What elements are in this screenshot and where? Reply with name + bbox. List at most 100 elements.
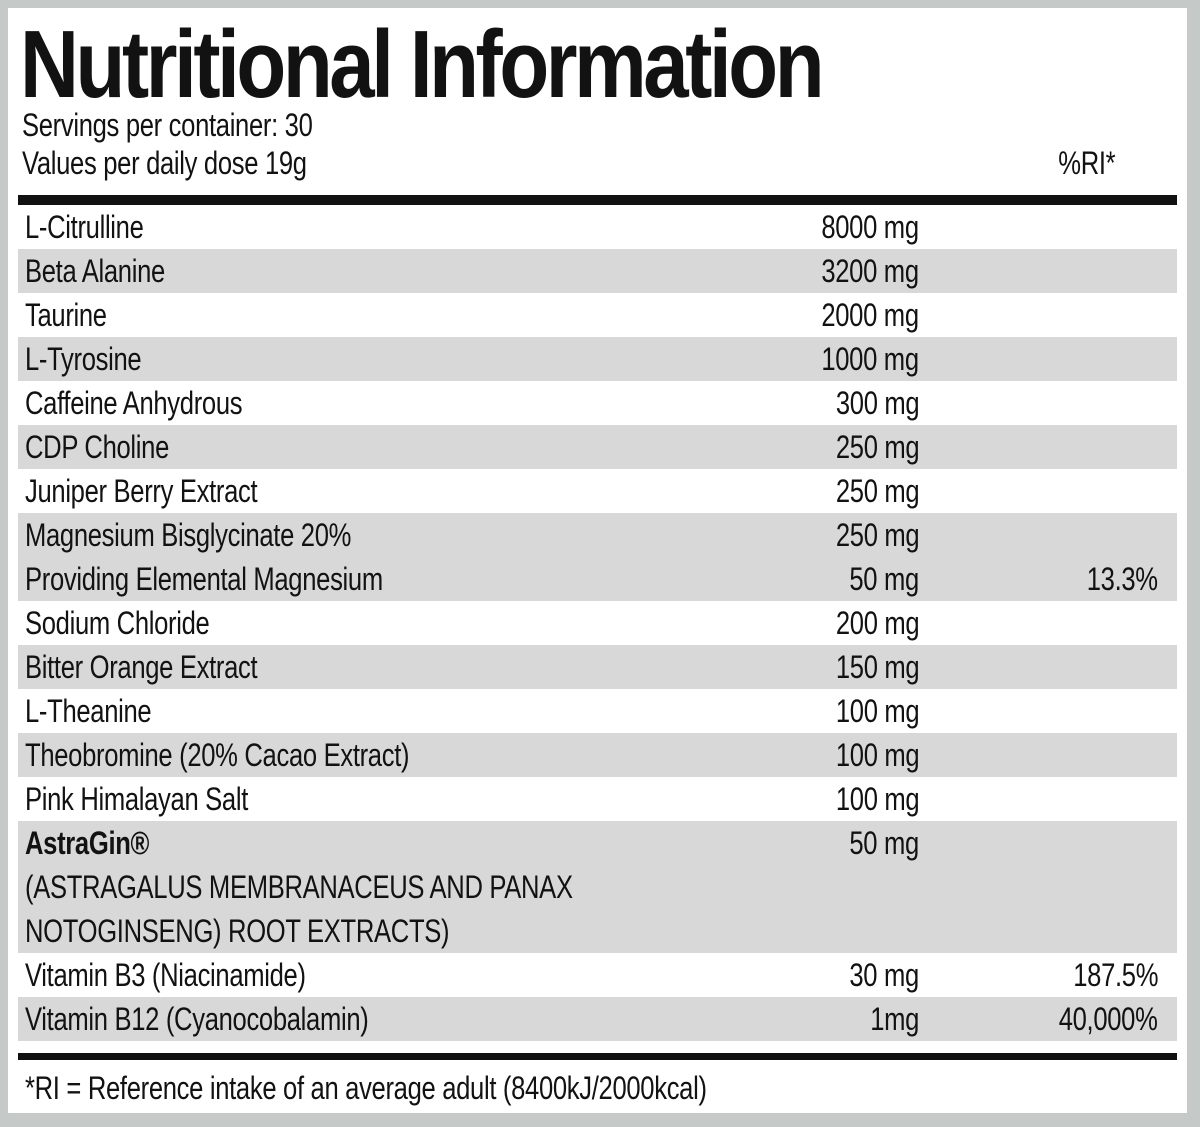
ingredient-name: Pink Himalayan Salt [25,780,248,817]
ingredient-ri-value: 187.5% [1073,956,1158,993]
ri-column-header: %RI* [1057,145,1115,181]
ingredient-amount: 250 mg [835,516,920,553]
table-row: Pink Himalayan Salt 100 mg [18,777,1177,821]
servings-line: Servings per container: 30 [18,106,1177,144]
ingredient-name: Providing Elemental Magnesium [25,560,383,597]
ingredient-rows: L-Citrulline 8000 mg Beta Alanine 3200 mg Ta… [18,205,1177,1041]
ingredient-amount-cell: 100 mg [729,780,920,818]
footnote-text: *RI = Reference intake of an average adu… [25,1070,707,1106]
ingredient-subline-text: (ASTRAGALUS MEMBRANACEUS AND PANAX [25,868,573,905]
ingredient-subline: NOTOGINSENG) ROOT EXTRACTS) [18,909,1177,953]
ingredient-ri-cell [919,253,1177,290]
ingredient-amount: 50 mg [849,824,919,861]
table-row: L-Theanine 100 mg [18,689,1177,733]
table-row: Caffeine Anhydrous 300 mg [18,381,1177,425]
ingredient-ri-cell [919,517,1177,554]
ingredient-ri-cell [919,737,1177,774]
ingredient-amount: 2000 mg [821,296,920,333]
ingredient-name-cell: L-Tyrosine [18,341,729,378]
table-row: Magnesium Bisglycinate 20% 250 mg [18,513,1177,557]
ingredient-amount-cell: 50 mg [729,561,919,598]
table-row-main-line: Vitamin B12 (Cyanocobalamin) 1mg 40,000% [18,997,1177,1041]
ingredient-ri-cell: 40,000% [919,1001,1177,1038]
ingredient-ri-cell [919,605,1177,642]
table-row: Theobromine (20% Cacao Extract) 100 mg [18,733,1177,777]
reference-intake-footnote: *RI = Reference intake of an average adu… [18,1068,1177,1108]
table-row: Providing Elemental Magnesium 50 mg 13.3% [18,557,1177,601]
ingredient-amount: 150 mg [835,648,920,685]
table-row: Juniper Berry Extract 250 mg [18,469,1177,513]
ingredient-amount-cell: 8000 mg [729,208,920,246]
table-row-main-line: Juniper Berry Extract 250 mg [18,469,1177,513]
ingredient-name-cell: Sodium Chloride [18,605,729,642]
ingredient-amount-cell: 3200 mg [729,253,920,290]
ingredient-amount: 100 mg [835,692,920,729]
table-row-main-line: Bitter Orange Extract 150 mg [18,645,1177,689]
table-row-main-line: Pink Himalayan Salt 100 mg [18,777,1177,821]
table-row: Vitamin B3 (Niacinamide) 30 mg 187.5% [18,953,1177,997]
ingredient-amount: 200 mg [835,604,920,641]
ingredient-amount: 30 mg [849,956,919,993]
ingredient-ri-cell [919,297,1177,334]
ingredient-name-cell: Providing Elemental Magnesium [18,561,729,598]
ingredient-subline-text: NOTOGINSENG) ROOT EXTRACTS) [25,912,450,949]
ingredient-name-cell: Magnesium Bisglycinate 20% [18,517,729,554]
ingredient-amount: 250 mg [835,428,920,465]
ingredient-name: CDP Choline [25,428,169,465]
ingredient-name-cell: Beta Alanine [18,253,729,290]
values-header-line: Values per daily dose 19g %RI* [18,144,1177,182]
ingredient-name-cell: Bitter Orange Extract [18,649,729,686]
label-title: Nutritional Information [20,11,825,118]
ingredient-name-cell: Vitamin B3 (Niacinamide) [18,957,729,994]
ingredient-name: Taurine [25,296,107,333]
ingredient-ri-cell [919,473,1177,510]
table-row: Bitter Orange Extract 150 mg [18,645,1177,689]
ingredient-amount: 300 mg [835,384,920,421]
ingredient-subline: (ASTRAGALUS MEMBRANACEUS AND PANAX [18,865,1177,909]
ingredient-name-cell: L-Citrulline [18,209,729,246]
table-row: L-Tyrosine 1000 mg [18,337,1177,381]
table-row-main-line: Providing Elemental Magnesium 50 mg 13.3% [18,557,1177,601]
ingredient-ri-cell: 187.5% [919,957,1177,994]
table-row: Taurine 2000 mg [18,293,1177,337]
ingredient-name: Bitter Orange Extract [25,648,258,685]
ingredient-name-cell: Vitamin B12 (Cyanocobalamin) [18,1001,729,1038]
ingredient-amount-cell: 150 mg [729,648,920,686]
ingredient-amount: 50 mg [849,560,919,597]
ingredient-ri-cell [919,781,1177,818]
table-row-main-line: Theobromine (20% Cacao Extract) 100 mg [18,733,1177,777]
table-row: AstraGin® 50 mg (ASTRAGALUS MEMBRANACEUS A… [18,821,1177,953]
ingredient-ri-value: 13.3% [1087,560,1158,597]
ingredient-amount: 1000 mg [821,340,920,377]
ingredient-name: Magnesium Bisglycinate 20% [25,516,352,553]
ingredient-name-cell: Taurine [18,297,729,334]
nutrition-label-panel: Nutritional Information Servings per con… [8,8,1187,1113]
ingredient-name-cell: Theobromine (20% Cacao Extract) [18,737,729,774]
ingredient-name-cell: Pink Himalayan Salt [18,781,729,818]
ingredient-ri-cell [919,649,1177,686]
table-row: CDP Choline 250 mg [18,425,1177,469]
table-row-main-line: L-Citrulline 8000 mg [18,205,1177,249]
ingredient-amount-cell: 250 mg [729,473,920,510]
ingredient-amount: 1mg [870,1000,919,1037]
table-row-main-line: L-Tyrosine 1000 mg [18,337,1177,381]
servings-text: Servings per container: 30 [22,107,313,143]
ingredient-name: L-Theanine [25,692,152,729]
ingredient-amount-cell: 100 mg [729,692,920,730]
table-row: Sodium Chloride 200 mg [18,601,1177,645]
ingredient-amount-cell: 200 mg [729,604,920,642]
ingredient-name: Juniper Berry Extract [25,472,258,509]
footer-divider-rule [18,1053,1177,1060]
ingredient-amount: 100 mg [835,736,920,773]
ingredient-amount: 8000 mg [821,208,920,245]
ingredient-name: L-Citrulline [25,208,144,245]
ingredient-amount: 100 mg [835,780,920,817]
ingredient-name: Theobromine (20% Cacao Extract) [25,736,410,773]
table-row-main-line: CDP Choline 250 mg [18,425,1177,469]
ingredient-amount-cell: 250 mg [729,428,920,466]
table-row: Beta Alanine 3200 mg [18,249,1177,293]
table-row-main-line: Sodium Chloride 200 mg [18,601,1177,645]
table-row-main-line: Beta Alanine 3200 mg [18,249,1177,293]
ingredient-name: Sodium Chloride [25,604,210,641]
ingredient-ri-cell [919,825,1177,862]
